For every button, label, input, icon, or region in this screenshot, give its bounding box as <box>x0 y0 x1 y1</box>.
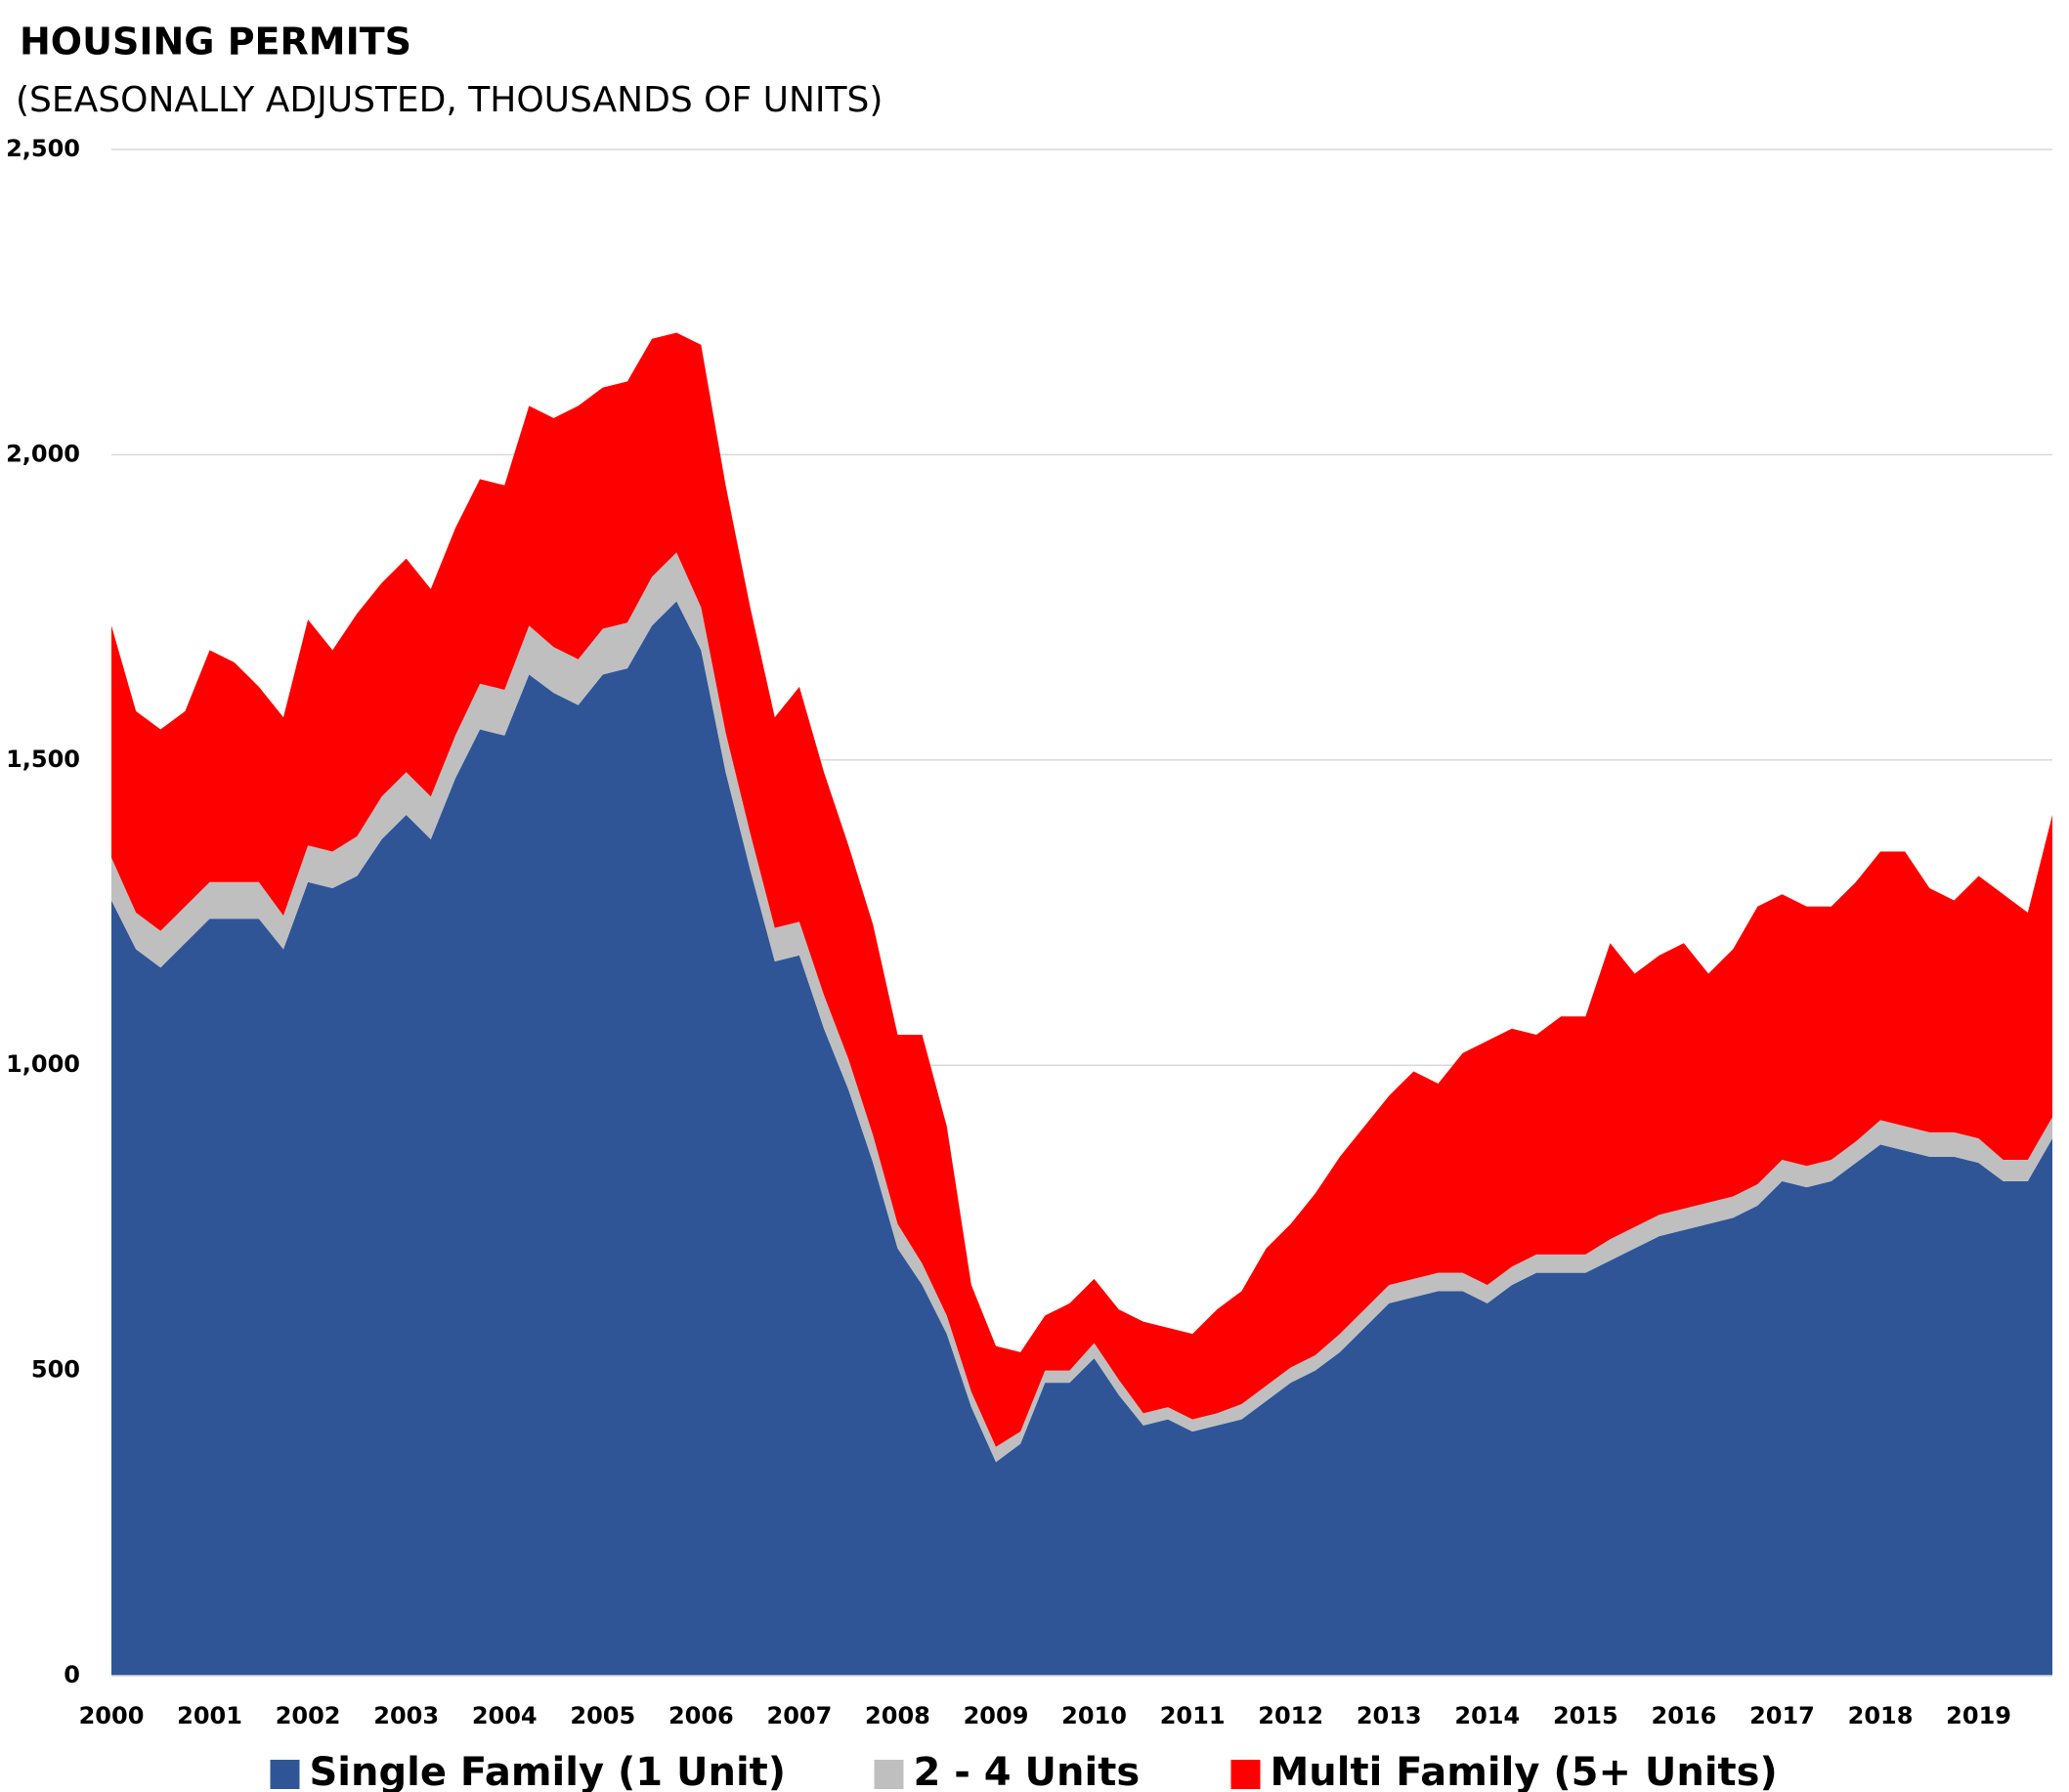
x-tick-label: 2005 <box>570 1702 635 1729</box>
legend-swatch <box>270 1760 300 1789</box>
x-tick-label: 2016 <box>1652 1702 1717 1729</box>
y-tick-label: 0 <box>64 1661 80 1688</box>
x-tick-label: 2007 <box>767 1702 833 1729</box>
y-tick-label: 2,500 <box>6 135 80 162</box>
chart-title: HOUSING PERMITS <box>20 21 411 64</box>
x-tick-label: 2019 <box>1946 1702 2011 1729</box>
legend-swatch <box>874 1760 904 1789</box>
x-tick-label: 2008 <box>865 1702 930 1729</box>
legend-label: Multi Family (5+ Units) <box>1271 1750 1778 1792</box>
x-tick-label: 2000 <box>79 1702 145 1729</box>
x-tick-label: 2003 <box>373 1702 439 1729</box>
area <box>111 601 2052 1676</box>
x-tick-label: 2018 <box>1848 1702 1914 1729</box>
x-tick-label: 2004 <box>472 1702 538 1729</box>
x-tick-label: 2015 <box>1553 1702 1618 1729</box>
x-tick-label: 2017 <box>1749 1702 1815 1729</box>
x-tick-label: 2002 <box>276 1702 341 1729</box>
x-tick-label: 2001 <box>177 1702 242 1729</box>
x-tick-label: 2010 <box>1061 1702 1127 1729</box>
chart-subtitle: (SEASONALLY ADJUSTED, THOUSANDS OF UNITS… <box>16 80 883 120</box>
x-tick-label: 2009 <box>964 1702 1029 1729</box>
area <box>111 332 2052 1447</box>
legend-swatch <box>1230 1760 1261 1789</box>
legend-label: 2 - 4 Units <box>914 1750 1141 1792</box>
y-tick-label: 1,500 <box>6 746 80 773</box>
y-tick-label: 500 <box>31 1356 80 1384</box>
x-tick-label: 2011 <box>1160 1702 1226 1729</box>
x-tick-label: 2012 <box>1258 1702 1323 1729</box>
y-tick-label: 2,000 <box>6 440 80 467</box>
x-tick-label: 2013 <box>1357 1702 1422 1729</box>
x-tick-label: 2014 <box>1454 1702 1520 1729</box>
x-tick-label: 2006 <box>668 1702 734 1729</box>
y-tick-label: 1,000 <box>6 1050 80 1078</box>
legend-label: Single Family (1 Unit) <box>310 1750 787 1792</box>
